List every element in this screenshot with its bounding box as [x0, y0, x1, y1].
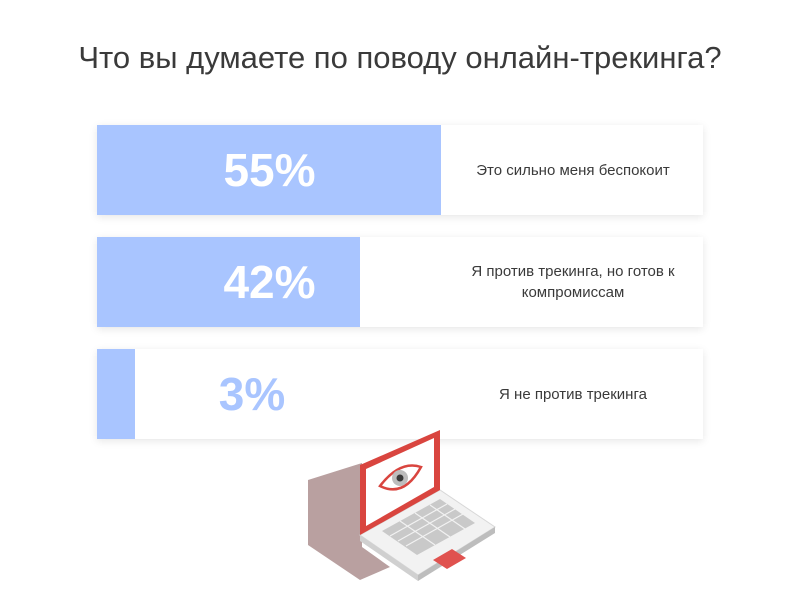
bar-category-label: Это сильно меня беспокоит [476, 161, 670, 179]
bar-value-label: 55% [223, 144, 316, 196]
bar-fill [97, 349, 135, 439]
bar-fill [97, 237, 360, 327]
bar-category-label: Я не против трекинга [499, 385, 647, 403]
laptop-eye-icon [308, 430, 496, 581]
bar-category-label: Я против трекинга, но готов к компромисс… [471, 263, 675, 301]
bar-row: 55% Это сильно меня беспокоит [97, 125, 703, 215]
bar-row: 42% Я против трекинга, но готов к компром… [97, 237, 703, 327]
page-title: Что вы думаете по поводу онлайн-трекинга… [78, 40, 722, 75]
bar-value-label: 42% [223, 256, 316, 308]
bar-value-label: 3% [218, 368, 286, 420]
bar-row: 3% Я не против трекинга [97, 349, 703, 439]
bar-fill [97, 125, 441, 215]
